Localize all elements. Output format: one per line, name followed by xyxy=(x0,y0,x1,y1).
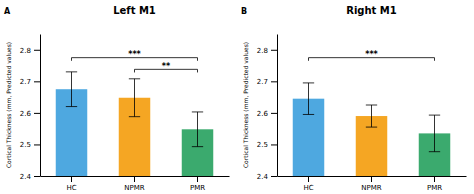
x-tick-label: PMR xyxy=(190,184,205,192)
error-bar-part xyxy=(129,116,140,117)
y-tick-label: 2.4 xyxy=(20,173,32,181)
y-tick-mark xyxy=(34,144,40,145)
x-tick-mark xyxy=(197,176,198,182)
error-bar xyxy=(129,79,140,117)
y-tick: 2.4 xyxy=(20,173,40,181)
x-tick-mark xyxy=(134,176,135,182)
y-tick-label: 2.8 xyxy=(257,47,268,55)
y-tick-label: 2.8 xyxy=(20,47,31,55)
y-tick: 2.8 xyxy=(257,47,277,55)
y-tick-label: 2.4 xyxy=(257,173,269,181)
y-tick: 2.5 xyxy=(257,141,277,149)
y-tick: 2.7 xyxy=(20,78,40,86)
x-tick-label: PMR xyxy=(427,184,442,192)
error-bar-part xyxy=(303,114,314,115)
error-bar-part xyxy=(192,111,203,112)
y-axis-title: Cortical Thickness (mm, Predicted values… xyxy=(242,42,249,168)
x-tick: NPMR xyxy=(361,176,381,192)
error-bar-part xyxy=(192,146,203,147)
error-bar-part xyxy=(66,71,77,72)
error-bar xyxy=(192,112,203,147)
y-axis: 2.4 2.5 2.6 2.7 2.8 xyxy=(257,35,278,181)
y-axis: 2.4 2.5 2.6 2.7 2.8 xyxy=(20,35,41,181)
error-bar xyxy=(366,105,377,127)
error-bar-part xyxy=(434,115,435,152)
x-tick: PMR xyxy=(190,176,205,192)
error-bar-part xyxy=(129,78,140,79)
error-bar-part xyxy=(308,83,309,115)
panel: 2.4 2.5 2.6 2.7 2.8 HC NPMR PMR Cortical Thickne… xyxy=(4,5,230,192)
title: Left M1 xyxy=(113,5,156,16)
x-axis: HC NPMR PMR xyxy=(41,176,230,192)
y-tick-mark xyxy=(34,113,40,114)
panel-label: B xyxy=(241,7,247,16)
plot-area xyxy=(293,83,451,176)
y-tick: 2.4 xyxy=(257,173,277,181)
y-axis-line xyxy=(40,35,41,177)
error-bar xyxy=(429,115,440,152)
y-tick-mark xyxy=(271,50,277,51)
x-tick-mark xyxy=(71,176,72,182)
error-bar-part xyxy=(197,112,198,147)
y-tick-label: 2.7 xyxy=(257,78,268,86)
error-bar-part xyxy=(366,105,377,106)
panel: 2.4 2.5 2.6 2.7 2.8 HC NPMR PMR Cortical Thickne… xyxy=(241,5,467,192)
error-bar-part xyxy=(429,115,440,116)
x-tick: NPMR xyxy=(124,176,144,192)
error-bar-part xyxy=(71,72,72,107)
y-tick: 2.6 xyxy=(20,110,40,118)
error-bar-part xyxy=(429,151,440,152)
significance-label: ** xyxy=(162,62,171,71)
y-tick-mark xyxy=(34,81,40,82)
x-tick-label: HC xyxy=(303,184,313,192)
y-tick: 2.5 xyxy=(20,141,40,149)
significance-label: *** xyxy=(128,50,141,59)
x-tick: PMR xyxy=(427,176,442,192)
y-tick-mark xyxy=(34,176,40,177)
x-axis: HC NPMR PMR xyxy=(278,176,467,192)
error-bar-part xyxy=(371,105,372,127)
y-tick: 2.6 xyxy=(257,110,277,118)
y-tick-mark xyxy=(34,50,40,51)
error-bar-part xyxy=(366,127,377,128)
y-tick-label: 2.5 xyxy=(257,141,268,149)
x-tick: HC xyxy=(66,176,76,192)
x-tick-label: NPMR xyxy=(361,184,381,192)
y-tick-mark xyxy=(271,176,277,177)
plot-area xyxy=(56,72,214,176)
x-tick-mark xyxy=(308,176,309,182)
title: Right M1 xyxy=(346,5,397,16)
chart: 2.4 2.5 2.6 2.7 2.8 HC NPMR PMR Cortical Thickne… xyxy=(0,0,474,194)
y-axis-title: Cortical Thickness (mm, Predicted values… xyxy=(5,42,12,168)
y-tick: 2.7 xyxy=(257,78,277,86)
error-bar-part xyxy=(66,106,77,107)
y-tick-mark xyxy=(271,81,277,82)
y-tick-label: 2.7 xyxy=(20,78,31,86)
y-tick-mark xyxy=(271,113,277,114)
x-tick-label: NPMR xyxy=(124,184,144,192)
y-tick-label: 2.6 xyxy=(20,110,32,118)
x-tick-label: HC xyxy=(66,184,76,192)
significance-label: *** xyxy=(365,50,378,59)
y-tick-label: 2.6 xyxy=(257,110,269,118)
y-tick: 2.8 xyxy=(20,47,40,55)
y-axis-line xyxy=(277,35,278,177)
y-tick-label: 2.5 xyxy=(20,141,31,149)
error-bar-part xyxy=(134,79,135,117)
error-bar xyxy=(66,72,77,107)
y-tick-mark xyxy=(271,144,277,145)
error-bar-part xyxy=(303,82,314,83)
error-bar xyxy=(303,83,314,115)
panel-label: A xyxy=(4,7,11,16)
x-tick-mark xyxy=(371,176,372,182)
x-tick: HC xyxy=(303,176,313,192)
x-tick-mark xyxy=(434,176,435,182)
